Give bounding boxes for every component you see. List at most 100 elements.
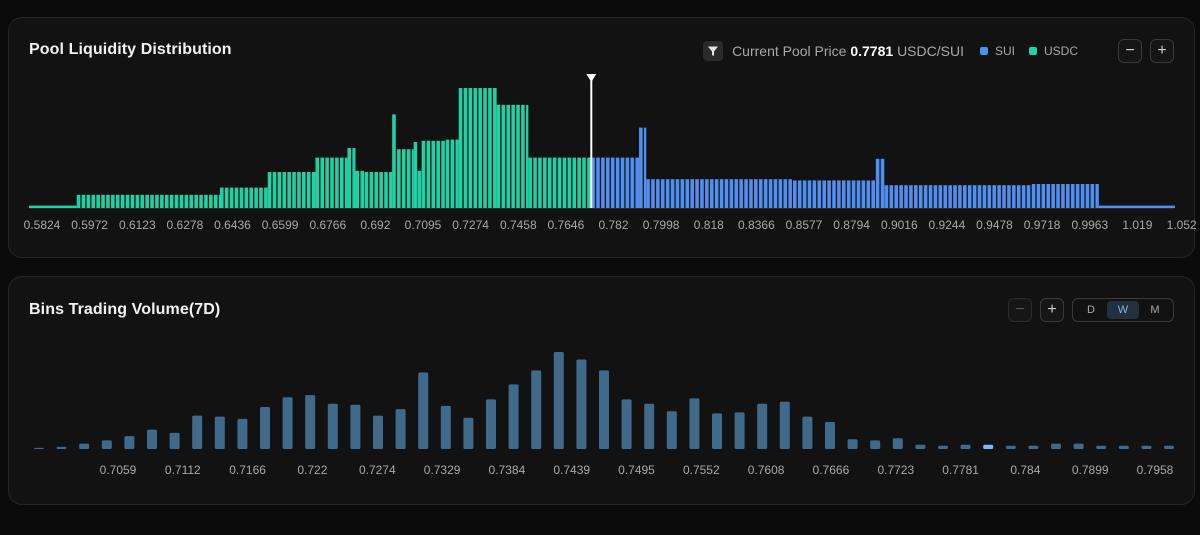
- liquidity-bar: [320, 157, 324, 208]
- volume-bar[interactable]: [1118, 445, 1129, 449]
- liquidity-bar: [1090, 184, 1095, 208]
- volume-bar[interactable]: [802, 416, 813, 449]
- volume-bar[interactable]: [666, 411, 677, 449]
- volume-bar[interactable]: [147, 429, 157, 449]
- volume-bar[interactable]: [531, 370, 542, 449]
- volume-bar[interactable]: [825, 422, 835, 449]
- volume-chart: 0.7059 0.7112 0.7166 0.722 0.7274 0.7329 0.738…: [34, 352, 1174, 477]
- legend-usdc-label: USDC: [1043, 44, 1078, 58]
- volume-bar[interactable]: [599, 370, 609, 449]
- volume-bar[interactable]: [1028, 445, 1039, 449]
- price-value: 0.7781: [850, 43, 894, 59]
- liquidity-bar: [401, 149, 406, 208]
- filter-icon[interactable]: [703, 41, 724, 61]
- liquidity-bar: [411, 149, 414, 208]
- volume-bar[interactable]: [938, 445, 948, 449]
- volume-bar[interactable]: [418, 372, 429, 449]
- volume-bar[interactable]: [1073, 443, 1084, 449]
- volume-bar[interactable]: [373, 415, 383, 449]
- volume-bar[interactable]: [734, 412, 745, 449]
- volume-bar[interactable]: [644, 403, 655, 449]
- volume-bar[interactable]: [847, 439, 858, 449]
- volume-bar[interactable]: [576, 359, 587, 449]
- volume-bar[interactable]: [870, 440, 881, 449]
- liquidity-bar: [778, 179, 783, 208]
- liquidity-bar: [352, 148, 356, 208]
- liquidity-bar: [130, 194, 135, 208]
- liquidity-bar: [875, 158, 880, 208]
- volume-bar[interactable]: [56, 446, 67, 449]
- liquidity-x-tick: 0.9963: [1071, 218, 1108, 232]
- volume-bar[interactable]: [169, 432, 180, 449]
- liquidity-bar: [450, 139, 455, 208]
- volume-bar[interactable]: [305, 395, 316, 449]
- liquidity-bar: [239, 187, 244, 208]
- volume-bar[interactable]: [1164, 445, 1174, 449]
- volume-bar[interactable]: [689, 398, 700, 449]
- volume-bar[interactable]: [440, 405, 451, 449]
- liquidity-x-tick: 0.6123: [119, 218, 156, 232]
- liquidity-bar: [374, 172, 379, 208]
- volume-bar[interactable]: [892, 438, 903, 449]
- volume-bar[interactable]: [486, 399, 496, 449]
- volume-bar[interactable]: [508, 384, 519, 449]
- liquidity-bar: [315, 157, 320, 208]
- volume-bar[interactable]: [282, 397, 293, 449]
- volume-bar[interactable]: [192, 415, 203, 449]
- volume-bar[interactable]: [463, 417, 474, 449]
- liquidity-bar: [675, 179, 680, 208]
- volume-bar[interactable]: [779, 401, 790, 449]
- liquidity-bar: [29, 205, 77, 208]
- liquidity-chart: 0.5824 0.5972 0.6123 0.6278 0.6436 0.6599 0.67…: [24, 74, 1196, 232]
- volume-bar-current[interactable]: [983, 444, 994, 449]
- volume-zoom-in-button[interactable]: +: [1040, 298, 1064, 322]
- liquidity-bar: [763, 179, 768, 208]
- volume-bar[interactable]: [124, 436, 135, 449]
- liquidity-x-tick: 0.692: [360, 218, 390, 232]
- volume-bar[interactable]: [1096, 445, 1107, 449]
- volume-bar[interactable]: [960, 444, 971, 449]
- liquidity-bar: [306, 172, 311, 208]
- volume-bar[interactable]: [101, 440, 112, 449]
- liquidity-x-tick: 0.7274: [452, 218, 489, 232]
- liquidity-bar: [335, 157, 339, 208]
- liquidity-bar: [347, 148, 352, 208]
- liquidity-bar: [899, 185, 903, 208]
- current-price-marker-icon: [586, 74, 597, 82]
- liquidity-bar: [1085, 184, 1090, 208]
- volume-bar[interactable]: [1005, 445, 1016, 449]
- liquidity-bar: [670, 179, 675, 208]
- liquidity-bar: [1036, 184, 1041, 208]
- volume-bar[interactable]: [621, 399, 632, 449]
- liquidity-bar: [1046, 184, 1051, 208]
- volume-bar[interactable]: [395, 409, 406, 449]
- liquidity-bar: [943, 185, 948, 208]
- volume-bar[interactable]: [915, 444, 926, 449]
- volume-bar[interactable]: [712, 413, 722, 449]
- liquidity-zoom-in-button[interactable]: +: [1150, 39, 1174, 63]
- liquidity-zoom-out-button[interactable]: −: [1118, 39, 1142, 63]
- volume-bar[interactable]: [553, 352, 564, 449]
- liquidity-panel: Pool Liquidity Distribution Current Pool…: [8, 17, 1196, 258]
- volume-bar[interactable]: [1141, 445, 1152, 449]
- volume-x-tick: 0.7329: [424, 463, 461, 477]
- volume-bar[interactable]: [757, 403, 768, 449]
- liquidity-bar: [547, 157, 552, 208]
- range-day-button[interactable]: D: [1087, 304, 1095, 316]
- liquidity-bar: [389, 172, 393, 208]
- liquidity-bar: [1026, 185, 1031, 208]
- volume-bar[interactable]: [237, 418, 248, 449]
- volume-bar[interactable]: [34, 447, 44, 449]
- liquidity-bar: [1075, 184, 1080, 208]
- volume-bar[interactable]: [260, 406, 270, 449]
- liquidity-bar: [596, 157, 600, 208]
- range-week-button[interactable]: W: [1107, 301, 1139, 319]
- volume-bar[interactable]: [1051, 443, 1061, 449]
- liquidity-bar: [928, 185, 933, 208]
- volume-zoom-out-button[interactable]: −: [1008, 298, 1032, 322]
- volume-bar[interactable]: [214, 416, 225, 449]
- range-month-button[interactable]: M: [1150, 304, 1160, 316]
- volume-bar[interactable]: [327, 403, 338, 449]
- volume-bar[interactable]: [79, 443, 90, 449]
- volume-bar[interactable]: [350, 404, 361, 449]
